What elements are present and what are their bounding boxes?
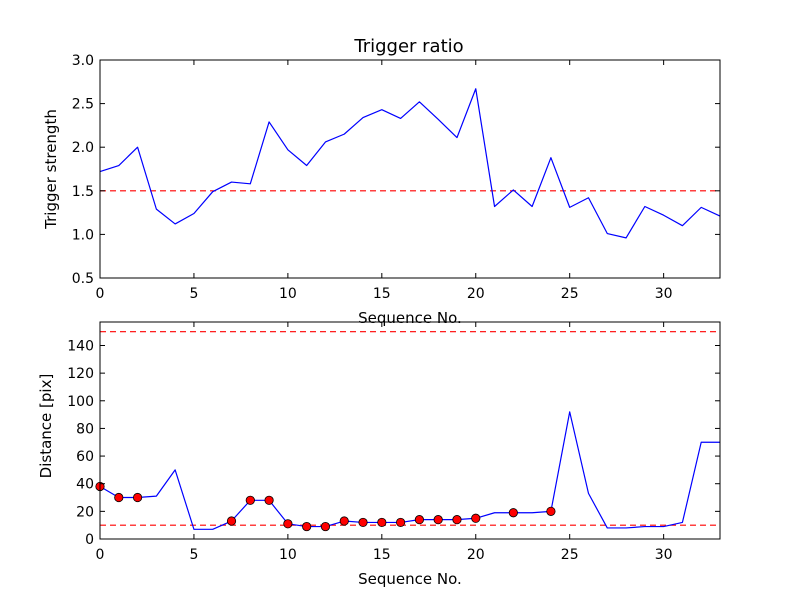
bottom-chart-x-tick-label: 30 bbox=[655, 547, 673, 563]
bottom-chart-marker-point bbox=[320, 521, 331, 532]
bottom-chart-marker-point bbox=[302, 521, 312, 532]
top-chart-series-line-0 bbox=[99, 88, 721, 239]
top-chart-x-tick-label: 25 bbox=[561, 286, 579, 302]
bottom-chart-x-tick-label: 10 bbox=[279, 547, 297, 563]
bottom-chart-y-tick-label: 40 bbox=[76, 477, 94, 493]
bottom-chart-marker-point bbox=[283, 519, 293, 529]
bottom-chart-y-tick-label: 100 bbox=[67, 394, 94, 410]
top-chart-ylabel: Trigger strength bbox=[42, 109, 60, 230]
top-chart-x-tick-label: 5 bbox=[189, 286, 198, 302]
bottom-chart-axes-frame bbox=[99, 321, 721, 540]
top-chart-y-tick-label: 1.0 bbox=[72, 227, 94, 243]
bottom-chart-x-tick-label: 20 bbox=[467, 547, 485, 563]
bottom-chart-marker-point bbox=[471, 513, 481, 523]
bottom-chart-marker-point bbox=[396, 517, 406, 528]
bottom-chart-xlabel: Sequence No. bbox=[358, 570, 462, 588]
bottom-chart-marker-point bbox=[114, 492, 124, 503]
bottom-chart-marker-point bbox=[226, 516, 237, 526]
bottom-chart-y-tick-label: 0 bbox=[85, 532, 94, 548]
top-chart-x-tick-label: 15 bbox=[373, 286, 391, 302]
bottom-chart-marker-point bbox=[264, 495, 274, 505]
bottom-chart-marker-point bbox=[132, 492, 143, 503]
bottom-chart-x-tick-label: 5 bbox=[189, 547, 198, 563]
top-chart-axes-frame bbox=[99, 59, 721, 279]
top-chart-title: Trigger ratio bbox=[353, 36, 463, 57]
top-chart-y-tick-label: 2.5 bbox=[72, 97, 94, 113]
bottom-chart-y-tick-label: 20 bbox=[76, 504, 94, 520]
top-chart-plot-area: 0 5 10 15 20 25 30 0.5 1.0 1.5 2.0 2.5 3.0 bbox=[72, 53, 721, 302]
bottom-chart-marker-point bbox=[546, 506, 556, 516]
top-chart-x-tick-label: 30 bbox=[655, 286, 673, 302]
top-chart-y-tick-label: 3.0 bbox=[72, 53, 94, 69]
bottom-chart-y-tick-label: 120 bbox=[67, 366, 94, 382]
top-chart-x-tick-label: 20 bbox=[467, 286, 485, 302]
bottom-chart-marker-point bbox=[433, 515, 443, 525]
bottom-chart-marker-point bbox=[414, 515, 424, 525]
top-chart-y-tick-label: 1.5 bbox=[72, 184, 94, 200]
top-chart-x-tick-label: 0 bbox=[96, 286, 105, 302]
bottom-chart-marker-point bbox=[508, 508, 518, 518]
bottom-chart-marker-point bbox=[358, 517, 368, 528]
bottom-chart-y-tick-label: 80 bbox=[76, 421, 94, 437]
top-chart-x-tick-label: 10 bbox=[279, 286, 297, 302]
bottom-chart-y-tick-label: 60 bbox=[76, 449, 94, 465]
bottom-chart-x-tick-label: 15 bbox=[373, 547, 391, 563]
bottom-chart-ylabel: Distance [pix] bbox=[37, 374, 55, 479]
bottom-chart-x-tick-label: 0 bbox=[96, 547, 105, 563]
bottom-chart-marker-point bbox=[452, 515, 462, 525]
bottom-chart-plot-area: 0 5 10 15 20 25 30 0 20 40 60 80 100 120 140 bbox=[67, 321, 721, 563]
top-chart-y-tick-label: 0.5 bbox=[72, 271, 94, 287]
bottom-chart-marker-point bbox=[339, 516, 349, 526]
bottom-chart-x-tick-label: 25 bbox=[561, 547, 579, 563]
bottom-chart-y-tick-label: 140 bbox=[67, 338, 94, 354]
bottom-chart-marker-point bbox=[377, 517, 387, 528]
bottom-chart-series-line-0 bbox=[99, 411, 720, 530]
top-chart-y-tick-label: 2.0 bbox=[72, 140, 94, 156]
top-chart-xlabel: Sequence No. bbox=[358, 309, 462, 327]
bottom-chart-marker-point bbox=[245, 495, 255, 505]
